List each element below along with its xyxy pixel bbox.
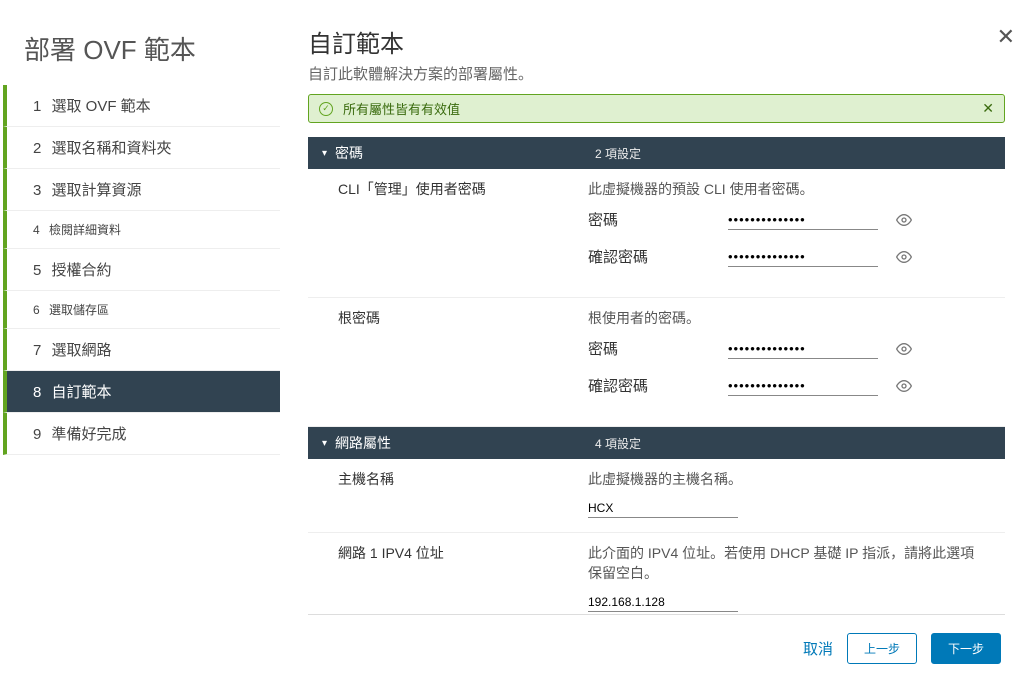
validation-alert: ✓ 所有屬性皆有有效值 ✕: [308, 94, 1005, 123]
step-num: 2: [33, 140, 41, 157]
next-button[interactable]: 下一步: [931, 633, 1001, 664]
prop-label: CLI「管理」使用者密碼: [338, 179, 588, 283]
step-network[interactable]: 7 選取網路: [3, 329, 280, 371]
section-count: 2 項設定: [595, 145, 641, 162]
eye-icon[interactable]: [896, 212, 912, 228]
hostname-input[interactable]: [588, 499, 738, 518]
step-num: 9: [33, 426, 41, 443]
section-count: 4 項設定: [595, 435, 641, 452]
confirm-password-label: 確認密碼: [588, 375, 728, 396]
step-ready[interactable]: 9 準備好完成: [3, 413, 280, 455]
back-button[interactable]: 上一步: [847, 633, 917, 664]
prop-root-password: 根密碼 根使用者的密碼。 密碼 確認密碼: [308, 298, 1005, 427]
step-num: 8: [33, 384, 41, 401]
eye-icon[interactable]: [896, 249, 912, 265]
password-label: 密碼: [588, 209, 728, 230]
step-label: 檢閱詳細資料: [49, 223, 121, 237]
step-label: 選取計算資源: [52, 182, 142, 199]
step-label: 選取網路: [52, 342, 112, 359]
step-compute[interactable]: 3 選取計算資源: [3, 169, 280, 211]
step-review[interactable]: 4 檢閱詳細資料: [3, 211, 280, 249]
step-num: 3: [33, 182, 41, 199]
prop-label: 主機名稱: [338, 469, 588, 518]
chevron-down-icon: ▾: [322, 148, 327, 159]
step-label: 授權合約: [52, 262, 112, 279]
prop-desc: 根使用者的密碼。: [588, 308, 985, 328]
cli-password-input[interactable]: [728, 210, 878, 230]
check-circle-icon: ✓: [319, 102, 333, 116]
prop-desc: 此虛擬機器的預設 CLI 使用者密碼。: [588, 179, 985, 199]
step-label: 選取名稱和資料夾: [52, 140, 172, 157]
step-num: 5: [33, 262, 41, 279]
section-network-header[interactable]: ▾ 網路屬性 4 項設定: [308, 427, 1005, 459]
wizard-title: 部署 OVF 範本: [0, 30, 280, 85]
step-num: 6: [33, 303, 40, 317]
section-title: 網路屬性: [335, 433, 595, 453]
close-icon[interactable]: ✕: [997, 24, 1015, 50]
chevron-down-icon: ▾: [322, 438, 327, 449]
step-num: 4: [33, 223, 40, 237]
main-panel: 自訂範本 自訂此軟體解決方案的部署屬性。 ✓ 所有屬性皆有有效值 ✕ ▾ 密碼 …: [280, 0, 1033, 684]
step-license[interactable]: 5 授權合約: [3, 249, 280, 291]
prop-desc: 此介面的 IPV4 位址。若使用 DHCP 基礎 IP 指派，請將此選項保留空白…: [588, 543, 985, 583]
properties-scroll[interactable]: ▾ 密碼 2 項設定 CLI「管理」使用者密碼 此虛擬機器的預設 CLI 使用者…: [308, 137, 1005, 615]
section-password-header[interactable]: ▾ 密碼 2 項設定: [308, 137, 1005, 169]
step-customize[interactable]: 8 自訂範本: [3, 371, 280, 413]
wizard-footer: 取消 上一步 下一步: [308, 615, 1005, 684]
page-title: 自訂範本: [308, 24, 1005, 59]
prop-hostname: 主機名稱 此虛擬機器的主機名稱。: [308, 459, 1005, 533]
step-label: 選取 OVF 範本: [52, 98, 151, 115]
step-select-ovf[interactable]: 1 選取 OVF 範本: [3, 85, 280, 127]
step-storage[interactable]: 6 選取儲存區: [3, 291, 280, 329]
root-password-input[interactable]: [728, 339, 878, 359]
prop-desc: 此虛擬機器的主機名稱。: [588, 469, 985, 489]
prop-ipv4-address: 網路 1 IPV4 位址 此介面的 IPV4 位址。若使用 DHCP 基礎 IP…: [308, 533, 1005, 615]
step-num: 7: [33, 342, 41, 359]
wizard-sidebar: 部署 OVF 範本 1 選取 OVF 範本 2 選取名稱和資料夾 3 選取計算資…: [0, 0, 280, 684]
prop-label: 網路 1 IPV4 位址: [338, 543, 588, 612]
step-label: 自訂範本: [52, 384, 112, 401]
section-title: 密碼: [335, 143, 595, 163]
password-label: 密碼: [588, 338, 728, 359]
step-name-folder[interactable]: 2 選取名稱和資料夾: [3, 127, 280, 169]
confirm-password-label: 確認密碼: [588, 246, 728, 267]
alert-close-icon[interactable]: ✕: [982, 100, 994, 117]
page-subtitle: 自訂此軟體解決方案的部署屬性。: [308, 63, 1005, 84]
eye-icon[interactable]: [896, 378, 912, 394]
step-label: 選取儲存區: [49, 303, 109, 317]
step-label: 準備好完成: [52, 426, 127, 443]
root-confirm-password-input[interactable]: [728, 376, 878, 396]
cancel-button[interactable]: 取消: [803, 638, 833, 659]
eye-icon[interactable]: [896, 341, 912, 357]
cli-confirm-password-input[interactable]: [728, 247, 878, 267]
prop-label: 根密碼: [338, 308, 588, 412]
ipv4-address-input[interactable]: [588, 593, 738, 612]
step-num: 1: [33, 98, 41, 115]
alert-text: 所有屬性皆有有效值: [343, 99, 460, 118]
prop-cli-password: CLI「管理」使用者密碼 此虛擬機器的預設 CLI 使用者密碼。 密碼 確認密碼: [308, 169, 1005, 298]
